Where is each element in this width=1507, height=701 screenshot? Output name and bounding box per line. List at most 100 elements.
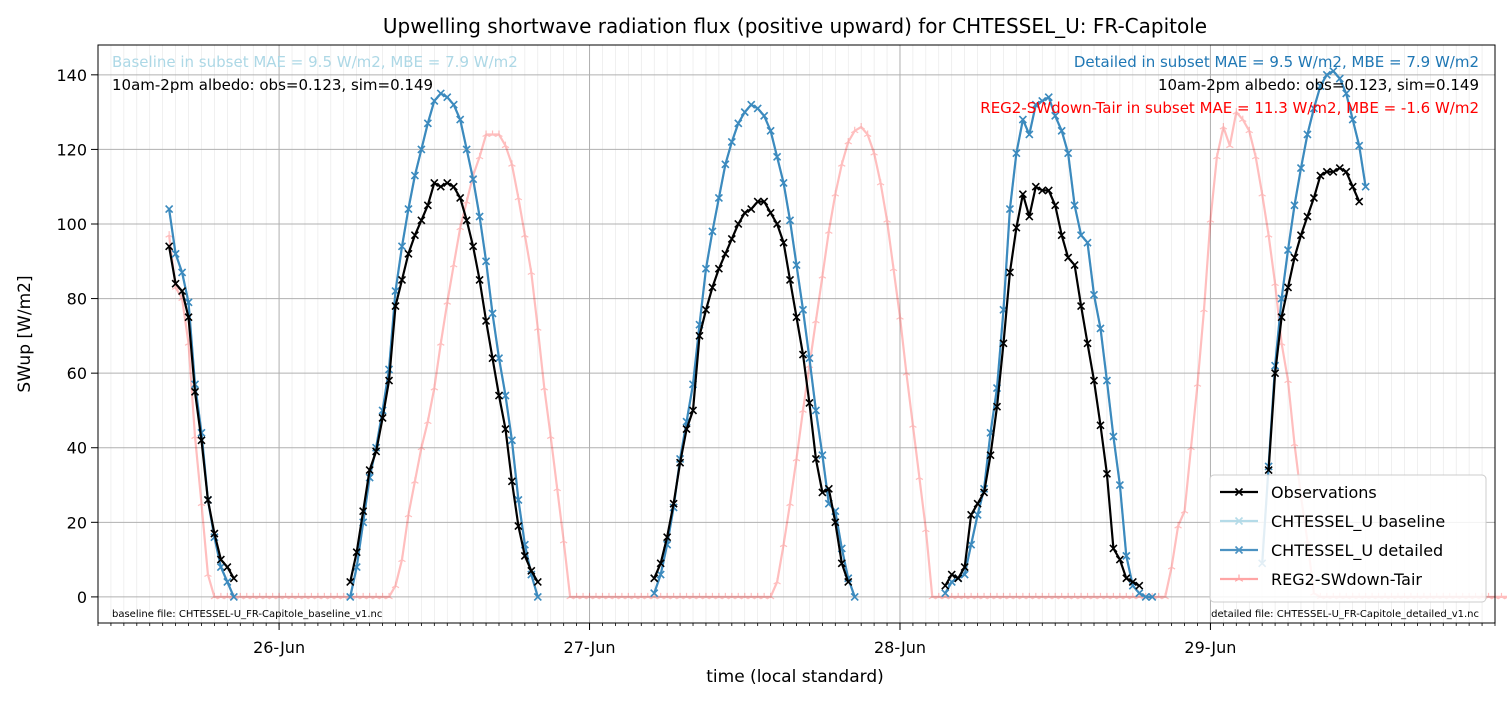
data-point	[753, 197, 762, 206]
data-point	[501, 425, 510, 434]
data-point	[896, 313, 904, 320]
data-point	[811, 454, 820, 463]
data-point	[385, 592, 393, 600]
data-point	[1102, 376, 1112, 385]
data-point	[275, 592, 283, 600]
data-point	[1296, 163, 1306, 173]
data-point	[1005, 268, 1014, 277]
data-point	[462, 197, 471, 205]
data-point	[1497, 592, 1506, 600]
data-point	[1038, 592, 1047, 600]
data-point	[1070, 592, 1079, 600]
data-point	[449, 182, 458, 191]
data-point	[430, 384, 439, 391]
data-point	[1031, 182, 1040, 191]
data-point	[372, 447, 381, 456]
data-point	[436, 89, 445, 98]
data-point	[798, 350, 808, 359]
legend-label: Observations	[1271, 483, 1377, 502]
data-point	[449, 100, 458, 109]
data-point	[1296, 231, 1306, 240]
data-point	[1167, 563, 1176, 570]
data-point	[178, 287, 187, 296]
data-point	[935, 592, 943, 600]
data-point	[1322, 167, 1331, 176]
data-point	[941, 589, 950, 598]
data-point	[1115, 555, 1124, 564]
data-point	[495, 130, 503, 138]
chart-title: Upwelling shortwave radiation flux (posi…	[383, 14, 1207, 38]
data-point	[417, 145, 426, 154]
data-point	[1025, 130, 1034, 139]
data-point	[740, 208, 749, 217]
data-point	[1309, 104, 1318, 113]
data-point	[404, 510, 413, 518]
data-point	[546, 432, 555, 440]
data-point	[850, 126, 859, 134]
data-point	[508, 160, 516, 167]
data-point	[481, 257, 491, 266]
data-point	[631, 592, 639, 600]
y-tick-label: 20	[67, 513, 87, 532]
data-point	[973, 499, 982, 508]
legend-box	[1209, 474, 1487, 603]
legend-swatch	[1220, 545, 1258, 555]
data-point	[1329, 167, 1338, 176]
data-point	[824, 484, 833, 493]
data-point	[734, 592, 743, 600]
data-point	[417, 443, 426, 451]
data-point	[1290, 253, 1299, 262]
data-point	[1264, 466, 1273, 475]
data-point	[249, 592, 258, 600]
data-point	[1044, 592, 1053, 600]
data-point	[637, 592, 646, 600]
data-point	[773, 577, 781, 585]
data-point	[876, 178, 885, 186]
data-point	[352, 592, 361, 600]
data-point	[197, 436, 206, 445]
data-point	[1109, 592, 1118, 600]
data-point	[740, 592, 749, 600]
x-tick-label: 29-Jun	[1184, 638, 1236, 657]
series-observations	[165, 163, 1364, 590]
data-point	[1038, 186, 1047, 195]
data-point	[566, 592, 574, 600]
data-point	[449, 261, 458, 268]
data-point	[184, 313, 193, 322]
legend-swatch	[1220, 574, 1258, 582]
data-point	[1032, 592, 1040, 600]
data-point	[1122, 551, 1131, 560]
data-point	[520, 551, 529, 560]
data-point	[1277, 294, 1286, 303]
data-point	[443, 178, 452, 188]
data-point	[1283, 246, 1293, 255]
data-point	[1238, 115, 1247, 123]
data-point	[352, 548, 361, 557]
data-point	[346, 577, 355, 587]
data-point	[430, 96, 439, 106]
data-point	[1077, 231, 1086, 240]
data-point	[695, 331, 704, 340]
data-point	[1174, 522, 1182, 529]
data-point	[650, 574, 659, 583]
data-point	[805, 398, 814, 408]
data-point	[676, 592, 684, 600]
data-point	[288, 592, 296, 600]
data-point	[715, 592, 723, 600]
data-point	[605, 592, 613, 600]
data-point	[527, 566, 536, 575]
data-point	[1271, 279, 1279, 287]
data-point	[1355, 197, 1364, 206]
data-point	[579, 592, 587, 600]
data-point	[507, 477, 516, 486]
y-tick-label: 80	[67, 290, 87, 309]
data-point	[592, 592, 600, 600]
data-point	[1329, 67, 1338, 76]
data-point	[391, 301, 400, 311]
data-point	[1284, 376, 1292, 384]
data-point	[1361, 182, 1370, 191]
data-point	[1219, 123, 1228, 130]
data-point	[1234, 516, 1244, 526]
legend-label: CHTESSEL_U baseline	[1271, 512, 1445, 532]
data-point	[1348, 182, 1357, 191]
